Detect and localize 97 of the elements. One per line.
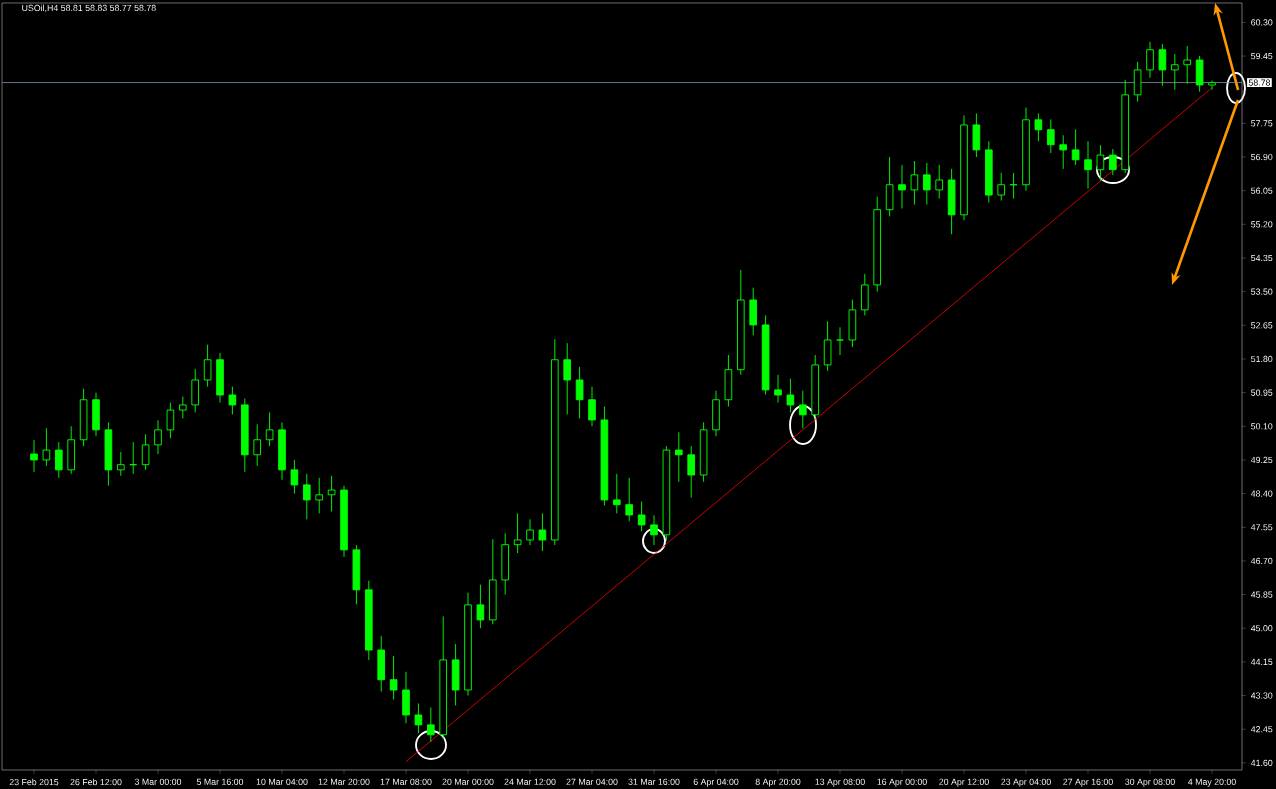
y-tick-label: 50.95	[1251, 389, 1273, 396]
x-tick-label: 16 Apr 00:00	[877, 778, 927, 787]
candlestick	[687, 445, 696, 499]
x-tick-label: 20 Mar 00:00	[442, 778, 494, 785]
y-tick-label: 55.20	[1251, 221, 1273, 228]
candlestick	[1059, 134, 1068, 170]
y-tick-label: 50.10	[1251, 423, 1273, 430]
y-tick-label: 41.60	[1250, 759, 1273, 766]
y-tick-label: 56.05	[1251, 187, 1273, 194]
x-tick-label: 31 Mar 16:00	[628, 778, 680, 785]
x-tick-label: 20 Apr 12:00	[939, 778, 989, 787]
y-tick-label: 43.30	[1250, 692, 1273, 699]
candlestick	[389, 655, 398, 700]
candlestick	[575, 366, 584, 419]
candlestick	[910, 160, 919, 206]
x-tick-label: 17 Mar 08:00	[380, 778, 432, 785]
candlestick	[1183, 45, 1192, 85]
y-tick-label: 48.40	[1250, 490, 1273, 497]
y-tick-label: 45.85	[1250, 591, 1273, 598]
x-tick-label: 13 Apr 08:00	[815, 778, 865, 787]
candlestick	[625, 477, 634, 522]
candlestick	[526, 518, 534, 546]
candlestick	[302, 473, 311, 520]
candlestick	[414, 703, 423, 734]
candlestick	[898, 164, 906, 209]
y-tick-label: 52.65	[1251, 322, 1273, 329]
candlestick	[563, 342, 572, 415]
candlestick	[1046, 118, 1055, 154]
candlestick	[1034, 113, 1043, 142]
candlestick	[42, 427, 51, 467]
candlestick	[54, 441, 63, 479]
candlestick	[612, 473, 621, 514]
candlestick	[674, 431, 683, 483]
candlestick	[1071, 128, 1080, 166]
candlestick	[426, 706, 435, 743]
candlestick	[650, 514, 658, 546]
candlestick	[588, 386, 596, 427]
candlestick	[203, 344, 212, 388]
candlestick	[836, 326, 844, 356]
candlestick	[1146, 41, 1154, 79]
y-tick-label: 46.70	[1250, 557, 1273, 565]
candlestick	[637, 501, 646, 532]
ref-line-label: 58.78	[1248, 79, 1271, 86]
candlestick	[228, 386, 237, 415]
x-tick-label: 6 Apr 04:00	[693, 778, 739, 787]
candlestick	[141, 433, 150, 471]
candlestick	[265, 411, 274, 447]
candlestick	[1158, 43, 1167, 87]
y-tick-label: 47.55	[1250, 524, 1273, 531]
candlestick	[935, 164, 944, 200]
candlestick	[166, 402, 175, 439]
candlestick	[786, 378, 795, 413]
candlestick	[1108, 148, 1117, 176]
candlestick	[1096, 144, 1105, 182]
y-tick-label: 44.15	[1250, 658, 1273, 665]
y-tick-label: 42.45	[1250, 726, 1273, 733]
candlestick	[154, 419, 162, 455]
x-tick-label: 24 Mar 12:00	[504, 778, 556, 785]
x-tick-label: 12 Mar 20:00	[318, 778, 370, 785]
x-tick-label: 26 Feb 12:00	[70, 778, 122, 786]
candlestick	[1208, 80, 1216, 91]
y-tick-label: 49.25	[1250, 456, 1273, 464]
candlestick	[476, 584, 485, 629]
y-tick-label: 57.75	[1251, 120, 1273, 127]
candlestick	[798, 390, 807, 429]
candlestick	[922, 162, 931, 206]
x-tick-label: 3 Mar 00:00	[134, 778, 182, 785]
x-tick-label: 27 Apr 16:00	[1063, 778, 1113, 787]
x-tick-label: 23 Feb 2015	[9, 778, 59, 786]
x-tick-label: 23 Apr 04:00	[1001, 778, 1051, 787]
candlestick	[327, 475, 336, 512]
candlestick	[1170, 53, 1179, 91]
candlestick	[315, 477, 324, 514]
candlestick	[1084, 140, 1092, 190]
y-tick-label: 60.30	[1251, 19, 1273, 26]
candlestick	[178, 396, 187, 419]
candlestick	[513, 512, 522, 554]
y-tick-label: 45.00	[1250, 625, 1273, 632]
candlestick	[997, 172, 1006, 202]
candlestick	[538, 512, 547, 552]
candlestick	[290, 459, 299, 495]
x-tick-label: 30 Apr 08:00	[1125, 778, 1175, 787]
x-tick-label: 27 Mar 04:00	[566, 778, 618, 785]
x-tick-label: 8 Apr 20:00	[755, 778, 801, 787]
y-tick-label: 53.50	[1251, 288, 1273, 295]
x-tick-label: 4 May 20:00	[1188, 778, 1236, 787]
candlestick	[774, 374, 782, 403]
candlestick	[253, 423, 262, 467]
x-tick-label: 10 Mar 04:00	[256, 778, 308, 785]
candlestick	[30, 439, 38, 473]
y-tick-label: 54.35	[1251, 254, 1273, 262]
chart-title: USOil,H4 58.81 58.83 58.77 58.78	[22, 4, 156, 13]
y-tick-label: 51.80	[1251, 355, 1273, 363]
y-tick-label: 59.45	[1251, 52, 1273, 60]
candlestick	[116, 451, 125, 477]
y-tick-label: 56.90	[1251, 153, 1273, 161]
x-tick-label: 5 Mar 16:00	[196, 778, 244, 785]
